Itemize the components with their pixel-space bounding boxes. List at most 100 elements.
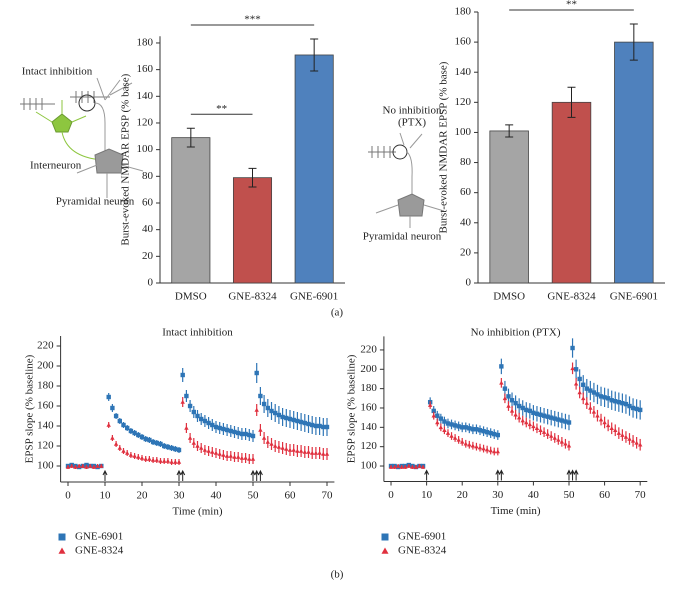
y-tick-label: 100: [455, 126, 472, 138]
data-point: [595, 413, 600, 418]
data-point: [228, 428, 233, 434]
y-tick-label: 0: [466, 277, 472, 289]
data-point: [502, 386, 508, 391]
chart-title: Intact inhibition: [162, 327, 233, 339]
x-tick-label: 70: [635, 489, 647, 501]
data-point: [527, 408, 533, 414]
data-point: [602, 420, 607, 425]
data-point: [224, 453, 230, 458]
data-point: [460, 439, 465, 444]
data-point: [284, 446, 289, 451]
data-point: [139, 455, 145, 460]
data-point: [317, 423, 322, 429]
data-point: [495, 449, 501, 454]
data-point: [302, 420, 307, 426]
error-bar: [629, 23, 638, 61]
data-point: [495, 432, 501, 438]
data-point: [563, 419, 568, 424]
x-tick-label: 0: [388, 489, 394, 501]
data-point: [121, 448, 126, 453]
data-point: [117, 445, 122, 450]
data-point: [516, 415, 522, 420]
data-point: [481, 446, 486, 451]
x-tick-label: 50: [248, 490, 260, 502]
data-point: [295, 418, 300, 424]
data-point: [232, 429, 237, 435]
panel-label: (a): [331, 307, 344, 319]
data-point: [570, 345, 575, 351]
data-point: [132, 453, 137, 458]
data-point: [556, 417, 561, 422]
data-point: [595, 392, 600, 397]
data-point: [623, 434, 629, 439]
data-point: [65, 464, 71, 469]
data-point: [236, 430, 241, 436]
data-point: [545, 414, 550, 419]
data-point: [566, 443, 572, 448]
stimulus-arrow: [570, 469, 575, 481]
data-point: [306, 421, 311, 427]
legend-label: GNE-8324: [398, 545, 447, 557]
data-point: [261, 435, 267, 440]
data-point: [313, 423, 319, 429]
error-bar: [310, 38, 319, 72]
data-point: [442, 428, 447, 432]
y-tick-label: 180: [137, 36, 154, 48]
x-axis-label: Time (min): [491, 505, 541, 517]
data-point: [449, 433, 454, 438]
y-tick-label: 100: [360, 460, 377, 472]
data-point: [276, 444, 282, 449]
data-point: [250, 456, 256, 461]
data-point: [488, 448, 493, 453]
y-axis-label: Burst-evoked NMDAR EPSP (% base): [120, 73, 132, 245]
data-point: [442, 419, 447, 424]
data-point: [324, 451, 330, 456]
data-point: [613, 428, 618, 432]
x-axis-label: Time (min): [172, 506, 222, 518]
data-point: [467, 426, 472, 431]
diagram-label: No inhibition: [383, 105, 442, 117]
data-point: [413, 464, 419, 469]
data-point: [136, 454, 141, 459]
data-point: [287, 447, 293, 452]
legend-label: GNE-8324: [75, 545, 124, 557]
data-point: [195, 443, 200, 448]
bar: [294, 54, 334, 284]
stimulus-arrow: [566, 469, 572, 481]
data-point: [470, 427, 476, 432]
data-point: [591, 409, 597, 414]
data-point: [435, 413, 440, 418]
data-point: [492, 431, 497, 437]
y-tick-label: 120: [455, 96, 472, 108]
y-tick-label: 160: [137, 63, 154, 75]
data-point: [520, 405, 525, 411]
data-point: [173, 446, 178, 452]
data-point: [287, 416, 293, 422]
legend-marker: [58, 533, 66, 541]
data-point: [573, 381, 579, 386]
neuron-diagram: [368, 132, 445, 228]
data-point: [298, 448, 304, 453]
data-point: [88, 463, 93, 468]
data-point: [438, 425, 444, 430]
data-point: [321, 424, 326, 430]
data-point: [577, 376, 582, 382]
stimulus-arrow: [180, 469, 186, 481]
data-point: [247, 432, 252, 438]
data-point: [139, 434, 145, 440]
data-point: [623, 401, 629, 407]
data-point: [176, 447, 182, 453]
data-point: [452, 435, 458, 440]
data-point: [403, 464, 408, 469]
diagram-label: Intact inhibition: [22, 66, 93, 78]
data-point: [147, 437, 152, 443]
data-point: [150, 439, 156, 445]
y-tick-label: 100: [137, 143, 154, 155]
data-point: [213, 450, 219, 455]
error-bar: [186, 127, 195, 148]
data-point: [254, 370, 259, 376]
data-point: [169, 459, 174, 464]
data-point: [273, 410, 278, 416]
data-point: [250, 433, 256, 439]
data-point: [538, 428, 543, 432]
